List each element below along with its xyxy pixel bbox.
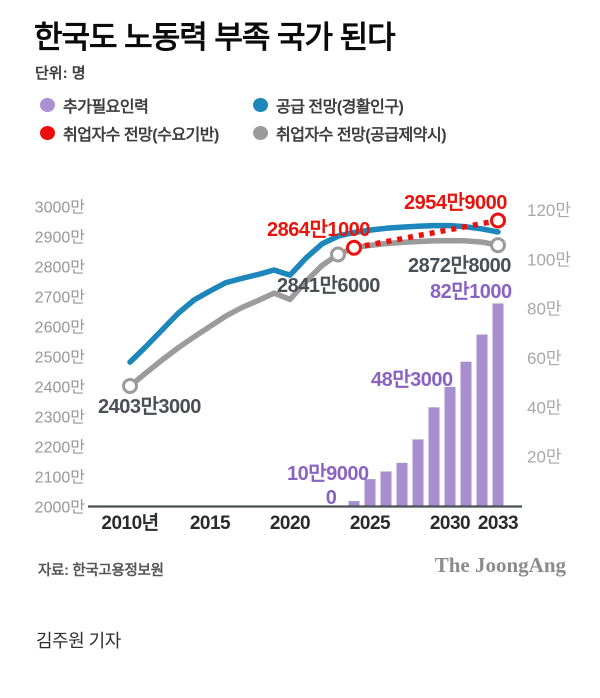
- y-axis-right-tick: 80만: [527, 300, 562, 319]
- point-marker: [122, 378, 138, 395]
- bar-2027: [396, 462, 408, 506]
- unit-label: 단위: 명: [35, 65, 86, 82]
- legend: 추가필요인력 공급 전망(경활인구) 취업자수 전망(수요기반) 취업자수 전망…: [40, 95, 447, 144]
- y-axis-right-tick: 60만: [527, 349, 562, 368]
- legend-item-additional-workforce: 추가필요인력: [40, 95, 253, 116]
- x-axis-tick-2025: 2025: [350, 513, 391, 534]
- y-axis-right-tick: 120만: [527, 201, 571, 220]
- y-axis-right-tick: 100만: [527, 250, 571, 269]
- line-series: [127, 237, 501, 389]
- point-marker: [490, 212, 506, 229]
- y-axis-left-tick: 3000만: [35, 199, 86, 217]
- bar-2030: [444, 386, 456, 506]
- legend-dot-blue: [253, 97, 268, 112]
- data-label: 10만9000: [287, 462, 369, 485]
- x-axis-tick-2033: 2033: [478, 513, 518, 534]
- y-axis-left-tick: 2500만: [35, 349, 86, 367]
- point-marker: [346, 239, 362, 256]
- byline: 김주원 기자: [36, 631, 121, 651]
- y-axis-left-tick: 2300만: [35, 409, 86, 427]
- bar-2033: [492, 303, 504, 506]
- bar-2026: [380, 471, 392, 506]
- legend-item-demand-based: 취업자수 전망(수요기반): [40, 123, 253, 144]
- page-title: 한국도 노동력 부족 국가 된다: [34, 20, 396, 55]
- legend-label: 취업자수 전망(수요기반): [63, 126, 219, 144]
- y-axis-left-tick: 2400만: [35, 379, 86, 397]
- bar-2024: [348, 501, 360, 506]
- bar-2029: [428, 407, 440, 506]
- x-axis-tick-2030: 2030: [430, 513, 470, 534]
- data-label: 48만3000: [371, 368, 453, 391]
- y-axis-left-tick: 2100만: [35, 469, 86, 487]
- legend-dot-purple: [40, 97, 55, 112]
- data-label: 2954만9000: [404, 191, 507, 214]
- y-axis-left-tick: 2000만: [35, 499, 86, 517]
- legend-label: 추가필요인력: [63, 98, 149, 116]
- legend-label: 취업자수 전망(공급제약시): [276, 126, 447, 144]
- y-axis-left-tick: 2900만: [35, 229, 86, 247]
- y-axis-right-tick: 20만: [527, 448, 562, 467]
- data-label: 2864만1000: [267, 218, 370, 241]
- bar-2032: [476, 334, 488, 506]
- data-label: 82만1000: [430, 280, 512, 303]
- x-axis-tick-2010: 2010년: [101, 512, 158, 534]
- legend-dot-red: [40, 125, 55, 140]
- y-axis-right-tick: 40만: [527, 398, 562, 417]
- joongang-logo: The JoongAng: [434, 553, 566, 577]
- bar-2028: [412, 439, 424, 506]
- data-label: 2841만6000: [277, 274, 380, 297]
- line-series: [127, 222, 501, 365]
- point-marker: [490, 237, 506, 254]
- bar-2031: [460, 361, 472, 506]
- data-label: 0: [326, 487, 337, 509]
- dotted-line-series: [353, 217, 499, 251]
- data-label: 2872만8000: [408, 254, 511, 277]
- legend-label: 공급 전망(경활인구): [276, 98, 404, 116]
- legend-dot-gray: [253, 125, 268, 140]
- x-axis-tick-2015: 2015: [190, 513, 231, 534]
- source-label: 자료: 한국고용정보원: [38, 563, 164, 579]
- y-axis-left-tick: 2700만: [35, 289, 86, 307]
- y-axis-left-tick: 2200만: [35, 439, 86, 457]
- y-axis-left-tick: 2800만: [35, 259, 86, 277]
- legend-item-supply-constrained: 취업자수 전망(공급제약시): [253, 123, 447, 144]
- y-axis-left-tick: 2600만: [35, 319, 86, 337]
- x-axis-tick-2020: 2020: [270, 513, 310, 534]
- point-marker: [330, 246, 346, 263]
- legend-item-supply-forecast: 공급 전망(경활인구): [253, 95, 446, 116]
- data-label: 2403만3000: [98, 395, 201, 418]
- bar-2025: [364, 479, 376, 506]
